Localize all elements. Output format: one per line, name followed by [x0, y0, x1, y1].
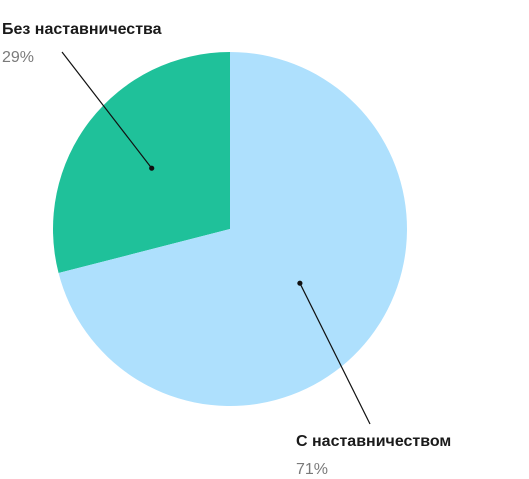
- pie-slice-s-nastavnichestvom: [58, 52, 407, 406]
- leader-dot-bez-nastavnichestva: [149, 165, 155, 171]
- leader-line-s-nastavnichestvom: [299, 282, 371, 425]
- leader-dot-s-nastavnichestvom: [297, 280, 303, 286]
- pie-slices: [52, 51, 407, 406]
- slice-label-s-nastavnichestvom: С наставничеством: [296, 433, 451, 450]
- leader-line-bez-nastavnichestva: [61, 51, 153, 169]
- slice-label-bez-nastavnichestva: Без наставничества: [2, 21, 162, 38]
- slice-value-bez-nastavnichestva: 29%: [2, 49, 34, 66]
- pie-slice-bez-nastavnichestva: [52, 51, 231, 274]
- slice-value-s-nastavnichestvom: 71%: [296, 461, 328, 478]
